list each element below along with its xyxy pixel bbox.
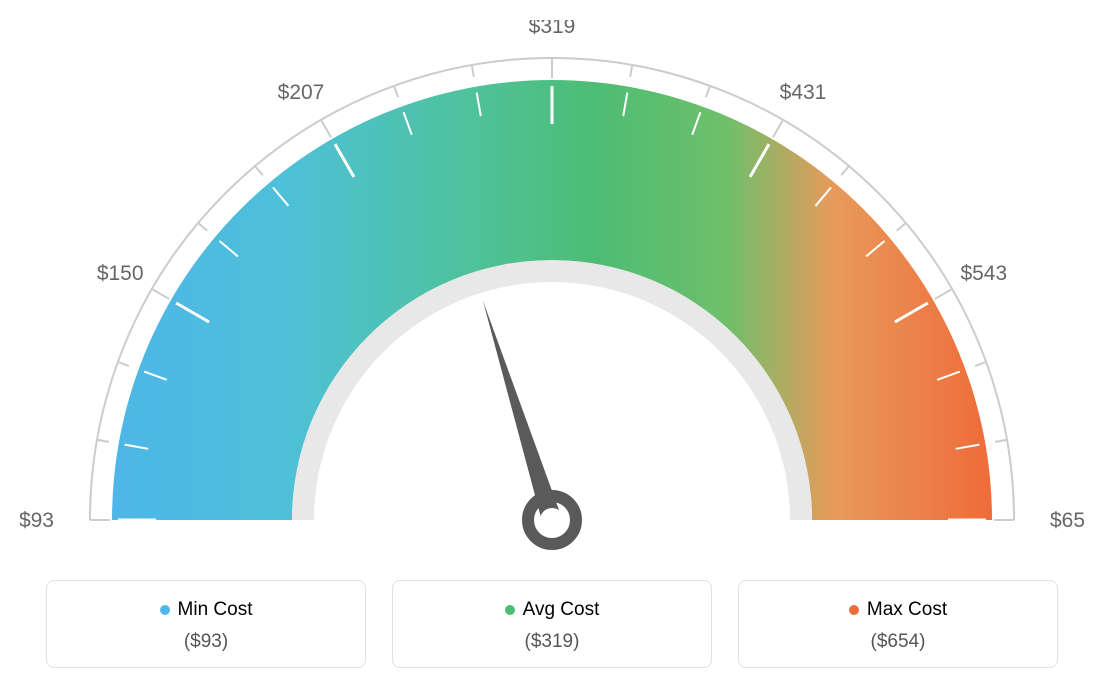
gauge-svg: $93 $150 $207 $319 $431 $543 $654: [20, 20, 1084, 560]
legend-value-min: ($93): [57, 631, 355, 653]
legend-value-avg: ($319): [403, 631, 701, 653]
dot-icon: [849, 605, 859, 615]
legend-label: Max Cost: [867, 599, 947, 621]
legend-title-min: Min Cost: [160, 599, 253, 621]
dot-icon: [505, 605, 515, 615]
legend-row: Min Cost ($93) Avg Cost ($319) Max Cost …: [20, 580, 1084, 668]
svg-text:$207: $207: [278, 81, 325, 104]
svg-text:$150: $150: [97, 262, 144, 285]
svg-text:$319: $319: [529, 20, 576, 38]
svg-text:$431: $431: [780, 81, 827, 104]
legend-label: Min Cost: [178, 599, 253, 621]
legend-title-avg: Avg Cost: [505, 599, 600, 621]
dot-icon: [160, 605, 170, 615]
legend-label: Avg Cost: [523, 599, 600, 621]
legend-title-max: Max Cost: [849, 599, 947, 621]
svg-text:$93: $93: [20, 509, 54, 532]
legend-value-max: ($654): [749, 631, 1047, 653]
legend-card-max: Max Cost ($654): [738, 580, 1058, 668]
cost-gauge-chart: $93 $150 $207 $319 $431 $543 $654: [20, 20, 1084, 560]
legend-card-min: Min Cost ($93): [46, 580, 366, 668]
svg-text:$654: $654: [1050, 509, 1084, 532]
legend-card-avg: Avg Cost ($319): [392, 580, 712, 668]
svg-text:$543: $543: [960, 262, 1007, 285]
